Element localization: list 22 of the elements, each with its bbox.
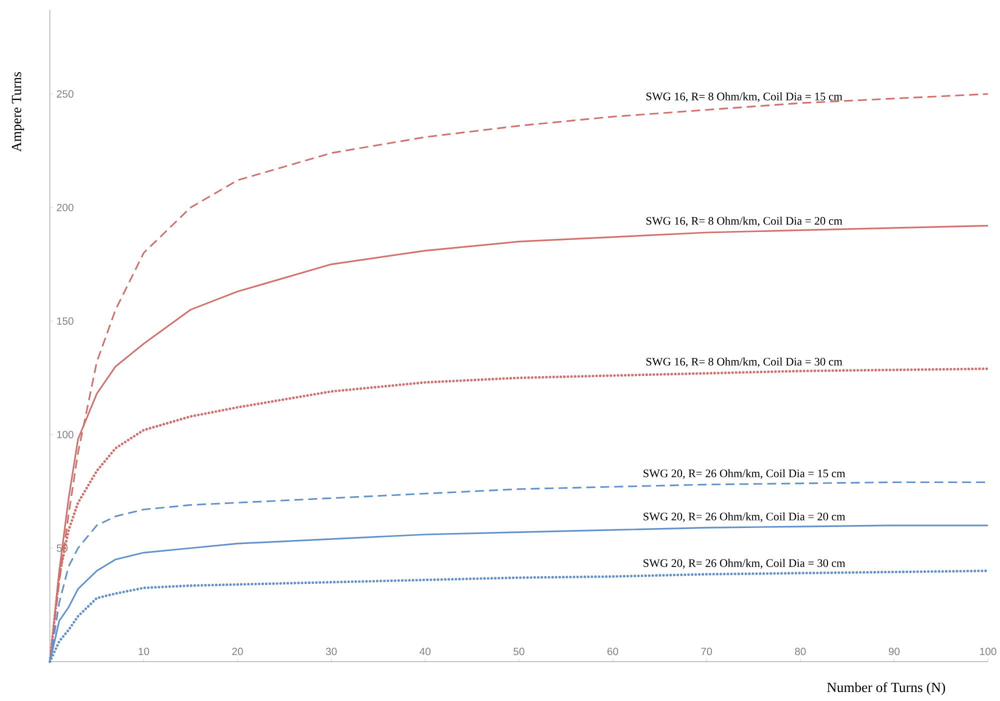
series-label: SWG 20, R= 26 Ohm/km, Coil Dia = 20 cm bbox=[644, 512, 846, 522]
series-label: SWG 16, R= 8 Ohm/km, Coil Dia = 15 cm bbox=[646, 92, 842, 102]
series-label: SWG 20, R= 26 Ohm/km, Coil Dia = 15 cm bbox=[644, 469, 846, 480]
x-tick-label: 60 bbox=[607, 648, 618, 656]
series-label: SWG 16, R= 8 Ohm/km, Coil Dia = 20 cm bbox=[646, 216, 842, 227]
series-label: SWG 20, R= 26 Ohm/km, Coil Dia = 30 cm bbox=[644, 559, 846, 569]
x-tick-label: 30 bbox=[326, 648, 337, 656]
x-tick-label: 100 bbox=[980, 648, 996, 656]
x-tick-label: 10 bbox=[138, 648, 150, 656]
y-axis-title: Ampere Turns bbox=[12, 72, 24, 152]
y-tick-label: 250 bbox=[56, 90, 74, 98]
x-tick-label: 90 bbox=[888, 648, 900, 656]
x-tick-label: 20 bbox=[232, 648, 243, 656]
y-tick-label: 150 bbox=[57, 318, 74, 325]
x-tick-label: 50 bbox=[514, 648, 524, 656]
x-tick-label: 40 bbox=[420, 648, 431, 656]
x-tick-label: 80 bbox=[795, 648, 806, 656]
series-label: SWG 16, R= 8 Ohm/km, Coil Dia = 30 cm bbox=[646, 358, 842, 368]
y-tick-label: 100 bbox=[57, 431, 74, 438]
x-axis-title: Number of Turns (N) bbox=[827, 682, 946, 696]
x-tick-label: 70 bbox=[701, 648, 712, 656]
y-tick-label: 200 bbox=[56, 204, 74, 212]
